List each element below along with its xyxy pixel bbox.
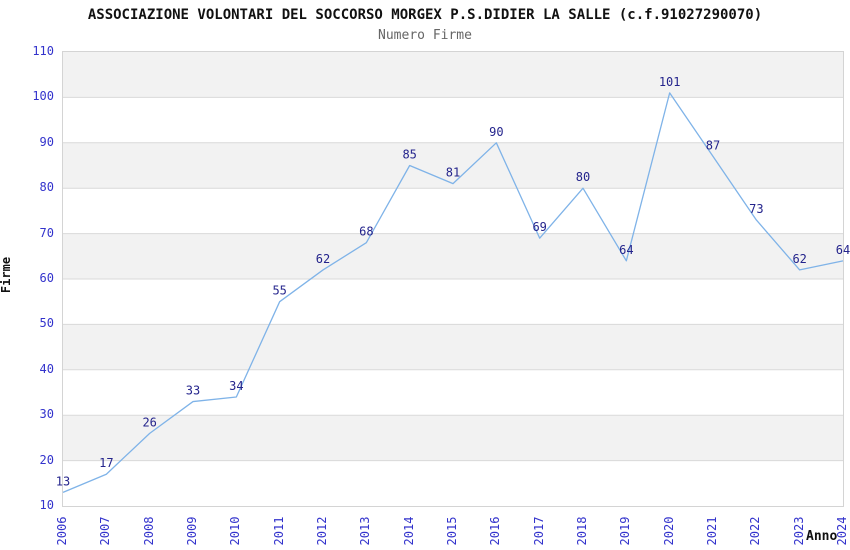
data-point-label: 85 [402, 148, 416, 162]
data-point-label: 26 [142, 415, 156, 429]
data-point-label: 13 [56, 474, 70, 488]
y-tick-label: 10 [39, 498, 54, 512]
plot-area: 13 17 26 33 34 55 62 68 85 81 90 69 80 64 101 87 73 62 64 [56, 51, 850, 507]
plot-band [63, 369, 843, 416]
plot-band [63, 97, 843, 143]
y-tick-label: 110 [32, 44, 54, 58]
x-tick-label: 2014 [401, 516, 416, 546]
data-point-label: 62 [316, 252, 330, 266]
y-tick-label: 20 [39, 452, 54, 467]
data-point-label: 80 [576, 170, 590, 184]
data-point-label: 55 [272, 284, 286, 298]
data-point-label: 17 [99, 456, 113, 470]
data-line [62, 92, 844, 493]
plot-band [63, 279, 843, 325]
data-point-label: 33 [186, 384, 200, 398]
x-tick-label: 2008 [141, 516, 156, 546]
x-tick-label: 2023 [791, 516, 806, 546]
data-point-label: 81 [446, 166, 460, 180]
data-point-label: 64 [619, 243, 633, 257]
data-point-label: 87 [706, 138, 720, 152]
x-tick-label: 2011 [271, 516, 286, 546]
plot-band [63, 324, 843, 370]
data-point-label: 64 [836, 243, 850, 257]
x-axis-title: Anno [806, 529, 838, 544]
x-tick-label: 2013 [358, 516, 373, 546]
x-tick-label: 2015 [445, 516, 459, 546]
x-tick-label: 2020 [661, 516, 676, 546]
x-tick-label: 2017 [531, 516, 546, 546]
x-tick-label: 2009 [185, 516, 199, 546]
y-tick-label: 100 [32, 89, 54, 104]
x-tick-label: 2010 [228, 516, 243, 546]
y-tick-label: 50 [39, 316, 54, 331]
plot-band [63, 188, 843, 234]
x-tick-label: 2016 [488, 516, 503, 546]
data-point-label: 69 [532, 220, 546, 234]
plot-band [63, 52, 843, 98]
data-point-label: 73 [749, 202, 763, 216]
data-point-label: 34 [229, 379, 243, 393]
plot-band [63, 142, 843, 189]
data-point-label: 90 [489, 125, 503, 139]
x-tick-label: 2019 [618, 516, 633, 546]
y-tick-label: 60 [39, 271, 54, 285]
x-tick-label: 2021 [705, 516, 719, 546]
y-tick-label: 30 [39, 407, 54, 422]
x-tick-label: 2022 [748, 516, 763, 546]
chart-subtitle: Numero Firme [378, 28, 472, 43]
line-chart: 13 17 26 33 34 55 62 68 85 81 90 69 80 64 101 87 73 62 64 [56, 52, 850, 506]
plot-band [63, 460, 843, 506]
x-tick-label: 2018 [575, 516, 589, 546]
y-tick-label: 70 [39, 225, 54, 240]
plot-band [63, 415, 843, 461]
x-tick-label: 2012 [315, 516, 329, 546]
chart-title: ASSOCIAZIONE VOLONTARI DEL SOCCORSO MORG… [87, 7, 763, 23]
data-point-label: 68 [359, 225, 373, 239]
y-tick-label: 90 [39, 134, 54, 149]
y-tick-label: 40 [39, 361, 54, 376]
x-tick-label: 2007 [98, 516, 113, 546]
y-tick-label: 80 [39, 180, 54, 195]
plot-band [63, 233, 843, 279]
data-point-label: 62 [792, 252, 806, 266]
x-tick-label: 2006 [55, 516, 69, 546]
data-point-label: 101 [659, 75, 681, 89]
